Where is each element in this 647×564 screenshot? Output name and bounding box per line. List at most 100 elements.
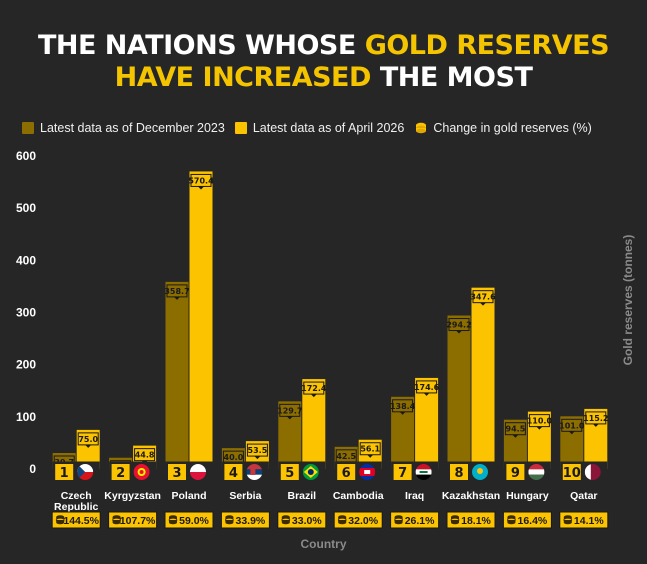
value-label-dec2023-box: 129.7 (277, 403, 302, 420)
value-label-dec2023: 129.7 (277, 406, 302, 415)
y-tick-label: 100 (16, 410, 36, 424)
value-label-dec2023-box: 358.7 (164, 284, 190, 300)
y-tick-label: 0 (29, 462, 36, 476)
rank-badge: 2 (109, 461, 157, 483)
change-badge: 59.0% (164, 511, 214, 529)
category-label: Poland (171, 490, 206, 502)
title-line-2: have increased the most (0, 62, 647, 94)
category-label: Kazakhstan (442, 490, 500, 502)
value-label-apr2026-box: 174.6 (414, 380, 440, 396)
chart-legend: Latest data as of December 2023 Latest d… (22, 118, 602, 138)
hungary-flag-icon (528, 464, 545, 480)
rank-number: 5 (285, 466, 294, 481)
title-highlight-2: have increased (114, 62, 372, 93)
change-pct-label: 32.0% (348, 515, 378, 527)
change-pct-label: 144.5% (63, 515, 99, 527)
value-label-apr2026: 56.1 (360, 445, 380, 454)
czech-flag-icon (77, 464, 94, 480)
bar-group: 129.7 172.4 5 Brazil 33.0% (277, 379, 327, 529)
rank-number: 2 (116, 466, 125, 481)
change-badge: 26.1% (390, 511, 440, 529)
bar-group: 358.7 570.4 3 Poland 59.0% (164, 171, 214, 529)
value-label-dec2023: 101.0 (559, 421, 585, 430)
category-label: Iraq (405, 490, 424, 502)
change-pct-label: 33.0% (292, 515, 322, 527)
bar-apr2026 (415, 377, 439, 469)
rank-number: 3 (172, 466, 181, 481)
value-label-dec2023-box: 101.0 (559, 418, 585, 435)
legend-item-dec2023: Latest data as of December 2023 (22, 121, 225, 135)
change-badge: 16.4% (502, 511, 552, 529)
value-label-apr2026-box: 115.2 (583, 411, 608, 427)
change-pct-label: 18.1% (461, 515, 491, 527)
value-label-apr2026: 110.0 (527, 417, 553, 426)
value-label-apr2026: 347.6 (470, 293, 496, 302)
rank-number: 6 (342, 466, 351, 481)
cambodia-flag-icon (359, 464, 376, 480)
bar-group: 40.0 53.5 4 Serbia 33.9% (220, 441, 270, 529)
rank-number: 1 (60, 466, 69, 481)
value-label-dec2023: 94.5 (506, 425, 526, 434)
rank-badge: 10 (560, 461, 608, 483)
rank-badge: 9 (503, 461, 551, 483)
rank-badge: 4 (221, 461, 269, 483)
value-label-dec2023: 294.2 (446, 321, 471, 330)
qatar-flag-icon (584, 464, 601, 480)
x-axis-title: Country (300, 537, 347, 551)
rank-badge: 3 (165, 461, 213, 483)
y-tick-label: 400 (16, 253, 36, 267)
y-tick-label: 300 (16, 306, 36, 320)
bar-dec2023 (278, 401, 302, 469)
title-line-1: The nations whose gold reserves (0, 30, 647, 62)
value-label-apr2026: 53.5 (248, 446, 268, 455)
change-badge: 144.5% (51, 511, 101, 529)
legend-label-apr2026: Latest data as of April 2026 (252, 121, 405, 135)
bar-dec2023 (447, 315, 471, 469)
value-label-apr2026: 115.2 (583, 414, 608, 423)
category-label: Kyrgyzstan (104, 490, 161, 502)
category-label: Serbia (229, 490, 261, 502)
rank-badge: 6 (334, 461, 382, 483)
bar-apr2026 (302, 379, 326, 469)
legend-item-apr2026: Latest data as of April 2026 (234, 121, 405, 135)
value-label-apr2026-box: 570.4 (188, 173, 214, 190)
rank-number: 9 (511, 466, 520, 481)
value-label-dec2023: 42.5 (336, 452, 356, 461)
brazil-flag-icon (302, 464, 319, 480)
chart-title: The nations whose gold reserves have inc… (0, 30, 647, 94)
value-label-dec2023: 138.4 (390, 402, 416, 411)
change-pct-label: 33.9% (236, 515, 266, 527)
bar-group: 294.2 347.6 8 Kazakhstan 18.1% (442, 287, 500, 529)
title-text-2: the most (370, 62, 533, 93)
legend-label-change: Change in gold reserves (%) (433, 121, 592, 135)
y-tick-label: 200 (16, 358, 36, 372)
value-label-apr2026-box: 110.0 (527, 414, 553, 430)
rank-badge: 5 (278, 461, 326, 483)
value-label-apr2026: 174.6 (414, 383, 440, 392)
change-badge: 33.9% (220, 511, 270, 529)
value-label-apr2026: 172.4 (301, 384, 327, 393)
category-label: Cambodia (333, 490, 384, 502)
title-text-1: The nations whose (37, 30, 365, 61)
kazakhstan-flag-icon (472, 464, 488, 480)
bar-dec2023 (165, 281, 189, 469)
rank-badge: 7 (391, 461, 439, 483)
rank-badge: 8 (447, 461, 495, 483)
kyrgyzstan-flag-icon (133, 464, 150, 480)
rank-number: 10 (563, 466, 581, 481)
rank-badge: 1 (52, 461, 100, 483)
change-badge: 32.0% (333, 511, 383, 529)
change-badge: 33.0% (277, 511, 327, 529)
change-badge: 18.1% (446, 511, 496, 529)
bar-group: 42.5 56.1 6 Cambodia 32.0% (333, 439, 384, 529)
legend-label-dec2023: Latest data as of December 2023 (40, 121, 225, 135)
coins-icon (416, 122, 427, 134)
value-label-apr2026-box: 53.5 (246, 443, 268, 460)
serbia-flag-icon (246, 464, 263, 480)
value-label-apr2026-box: 44.8 (134, 448, 156, 464)
value-label-apr2026: 570.4 (188, 176, 214, 185)
iraq-flag-icon (415, 464, 432, 480)
